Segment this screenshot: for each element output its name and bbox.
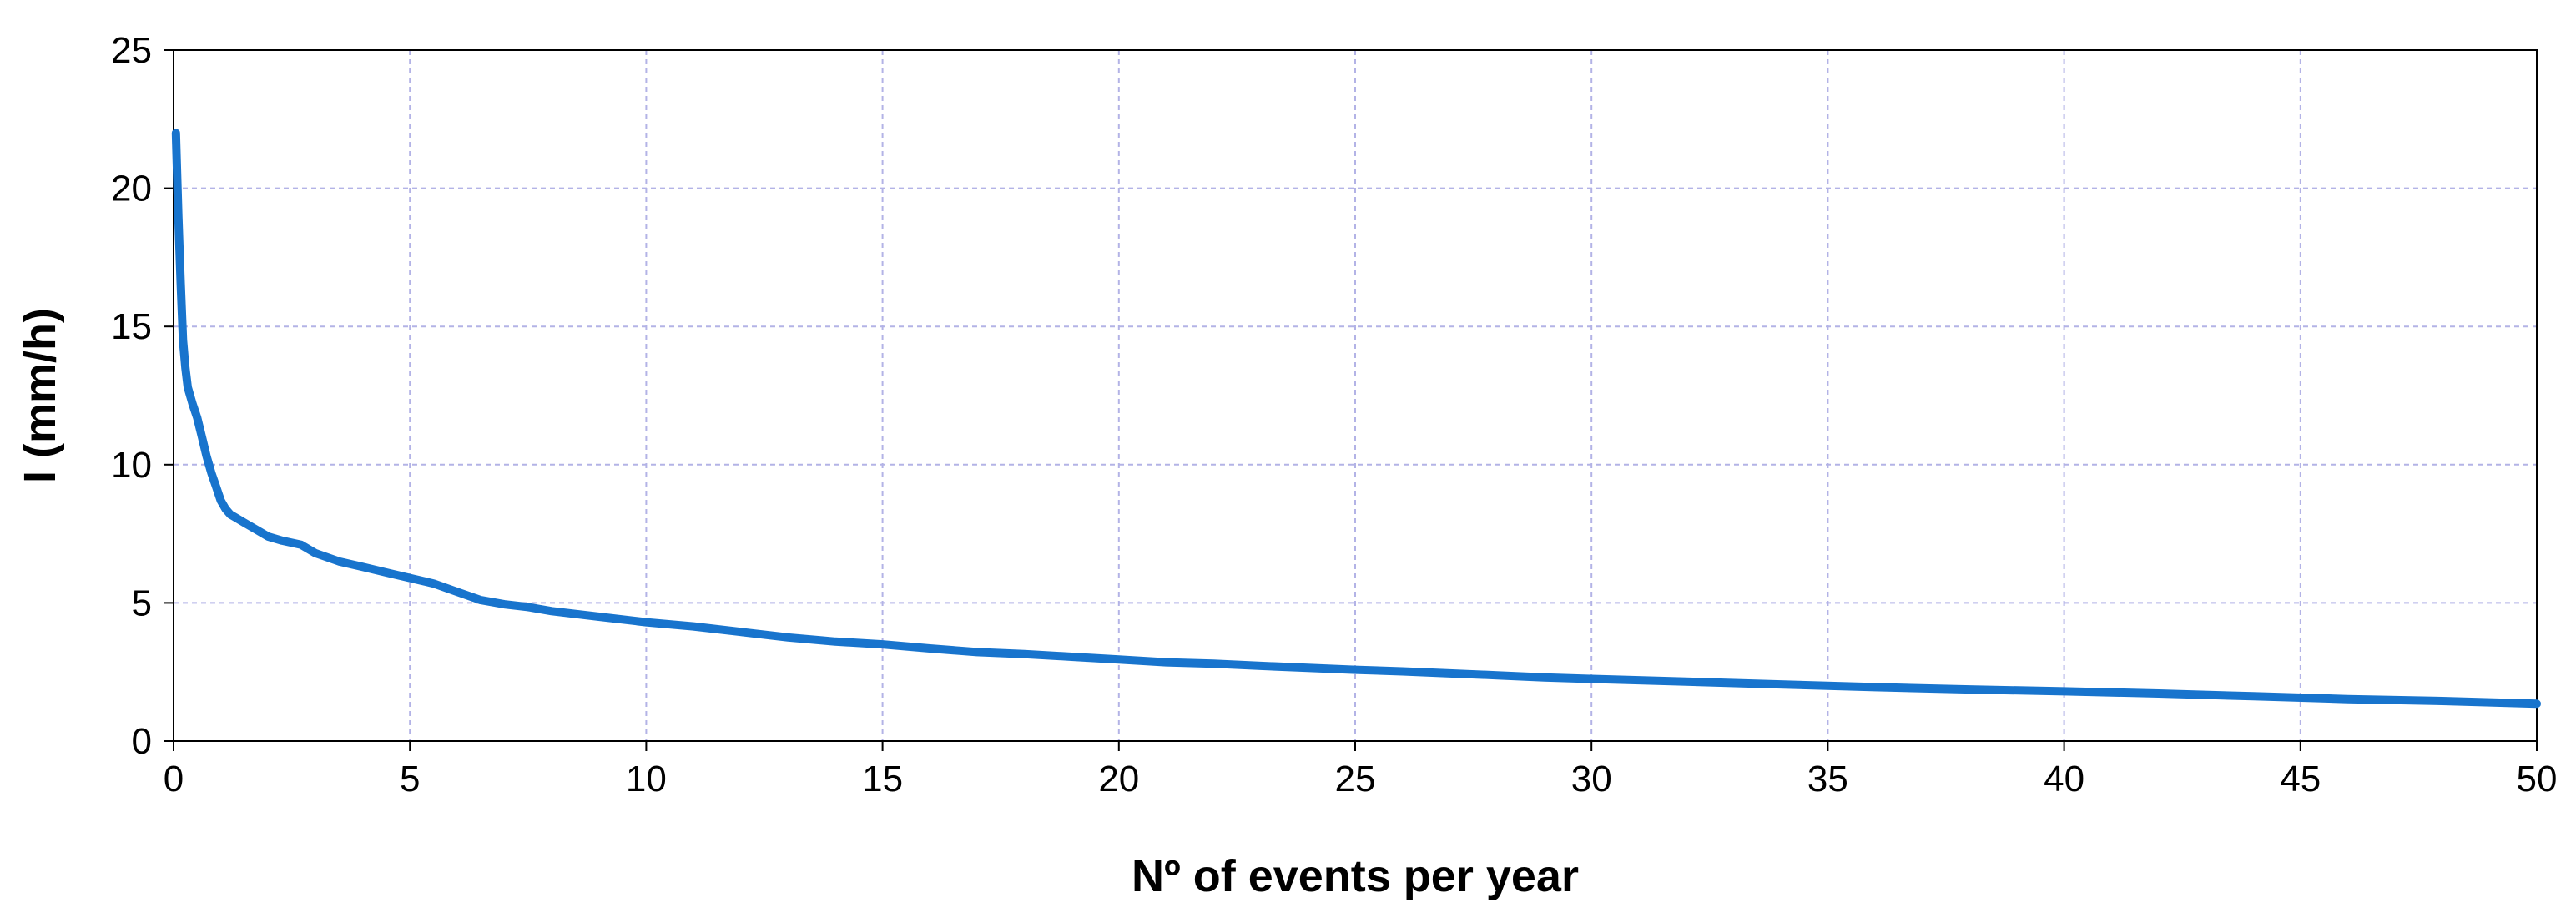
x-tick-label: 45 xyxy=(2280,759,2321,799)
x-tick-label: 15 xyxy=(862,759,903,799)
y-tick-label: 20 xyxy=(111,169,152,209)
x-tick-label: 50 xyxy=(2517,759,2558,799)
x-tick-label: 5 xyxy=(400,759,420,799)
y-tick-label: 0 xyxy=(132,721,152,762)
x-tick-label: 10 xyxy=(626,759,667,799)
y-tick-label: 15 xyxy=(111,306,152,347)
x-tick-label: 20 xyxy=(1098,759,1139,799)
y-tick-label: 25 xyxy=(111,30,152,71)
y-axis-ticks: 0 5 10 15 20 25 xyxy=(111,30,174,762)
y-axis-title: I (mm/h) xyxy=(15,308,65,483)
gridlines xyxy=(174,50,2537,741)
series-line-0 xyxy=(171,129,2541,709)
x-tick-label: 35 xyxy=(1807,759,1848,799)
y-tick-label: 5 xyxy=(132,583,152,623)
x-tick-label: 40 xyxy=(2044,759,2084,799)
x-tick-label: 25 xyxy=(1335,759,1376,799)
x-tick-label: 0 xyxy=(164,759,184,799)
x-axis-title: Nº of events per year xyxy=(1132,851,1579,901)
series-group xyxy=(171,129,2541,709)
y-tick-label: 10 xyxy=(111,445,152,486)
x-axis-ticks: 0 5 10 15 20 25 30 35 40 45 50 xyxy=(164,741,2558,799)
x-tick-label: 30 xyxy=(1571,759,1612,799)
